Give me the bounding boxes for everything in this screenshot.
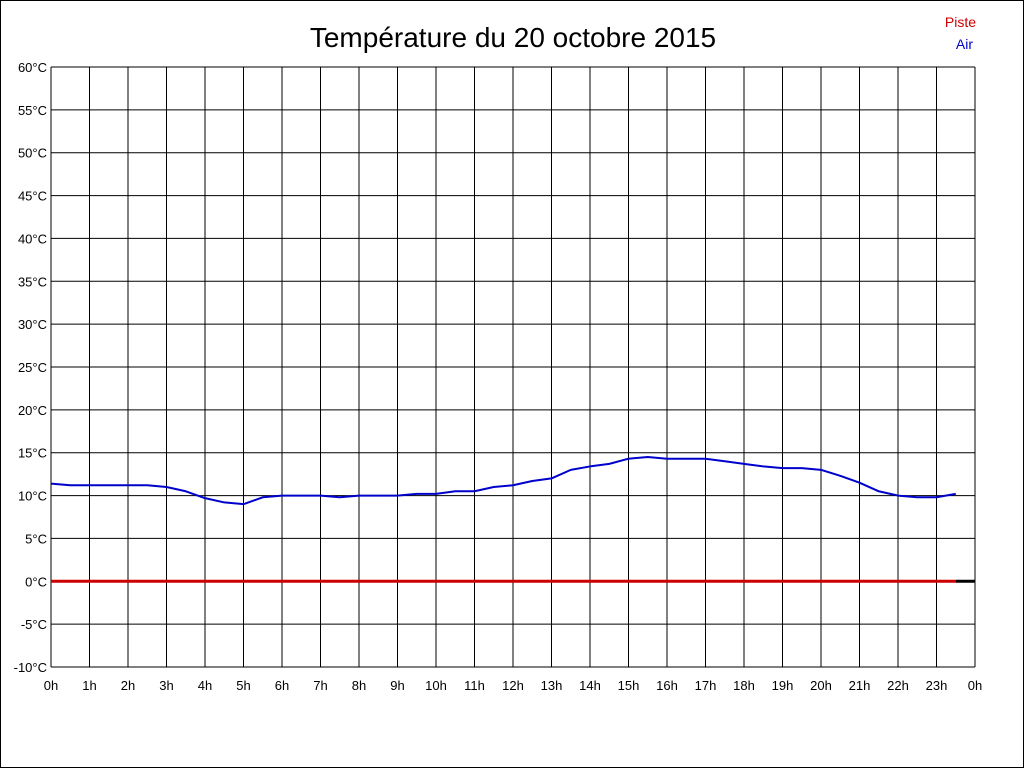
x-tick-label: 8h bbox=[352, 678, 366, 693]
y-tick-label: 15°C bbox=[18, 446, 47, 461]
x-axis-ticks: 0h 1h 2h 3h 4h 5h 6h 7h 8h 9h 10h 11h 12h 13h 14h 15h 16… bbox=[44, 678, 982, 693]
y-tick-label: 5°C bbox=[25, 531, 47, 546]
y-tick-label: 60°C bbox=[18, 60, 47, 75]
x-tick-label: 16h bbox=[656, 678, 678, 693]
x-tick-label: 6h bbox=[275, 678, 289, 693]
x-tick-label: 22h bbox=[887, 678, 909, 693]
x-tick-label: 10h bbox=[425, 678, 447, 693]
x-tick-label: 17h bbox=[695, 678, 717, 693]
x-tick-label: 19h bbox=[772, 678, 794, 693]
y-tick-label: 35°C bbox=[18, 274, 47, 289]
y-tick-label: 55°C bbox=[18, 103, 47, 118]
x-tick-label: 14h bbox=[579, 678, 601, 693]
x-tick-label: 21h bbox=[849, 678, 871, 693]
series-line-air bbox=[50, 456, 956, 506]
x-tick-label: 7h bbox=[313, 678, 327, 693]
series-lines bbox=[50, 456, 975, 583]
x-tick-label: 4h bbox=[198, 678, 212, 693]
y-tick-label: 10°C bbox=[18, 489, 47, 504]
x-tick-label: 15h bbox=[618, 678, 640, 693]
x-tick-label: 9h bbox=[390, 678, 404, 693]
legend-air: Air bbox=[956, 36, 973, 52]
y-tick-label: 25°C bbox=[18, 360, 47, 375]
y-tick-label: -10°C bbox=[14, 660, 47, 675]
x-tick-label: 18h bbox=[733, 678, 755, 693]
x-tick-label: 2h bbox=[121, 678, 135, 693]
x-tick-label: 0h bbox=[968, 678, 982, 693]
x-tick-label: 3h bbox=[159, 678, 173, 693]
y-tick-label: 20°C bbox=[18, 403, 47, 418]
x-tick-label: 13h bbox=[541, 678, 563, 693]
x-tick-label: 1h bbox=[82, 678, 96, 693]
legend-piste: Piste bbox=[945, 14, 976, 30]
grid bbox=[50, 66, 976, 668]
chart-title: Température du 20 octobre 2015 bbox=[310, 22, 716, 53]
x-tick-label: 0h bbox=[44, 678, 58, 693]
y-tick-label: 45°C bbox=[18, 189, 47, 204]
y-tick-label: -5°C bbox=[21, 617, 47, 632]
x-tick-label: 5h bbox=[236, 678, 250, 693]
y-tick-label: 30°C bbox=[18, 317, 47, 332]
y-axis-ticks: 60°C 55°C 50°C 45°C 40°C 35°C 30°C 25°C 20°C 15°C… bbox=[14, 60, 47, 675]
x-tick-label: 23h bbox=[926, 678, 948, 693]
y-tick-label: 40°C bbox=[18, 231, 47, 246]
x-tick-label: 11h bbox=[464, 678, 485, 693]
y-tick-label: 0°C bbox=[25, 574, 47, 589]
y-tick-label: 50°C bbox=[18, 146, 47, 161]
x-tick-label: 20h bbox=[810, 678, 832, 693]
x-tick-label: 12h bbox=[502, 678, 524, 693]
